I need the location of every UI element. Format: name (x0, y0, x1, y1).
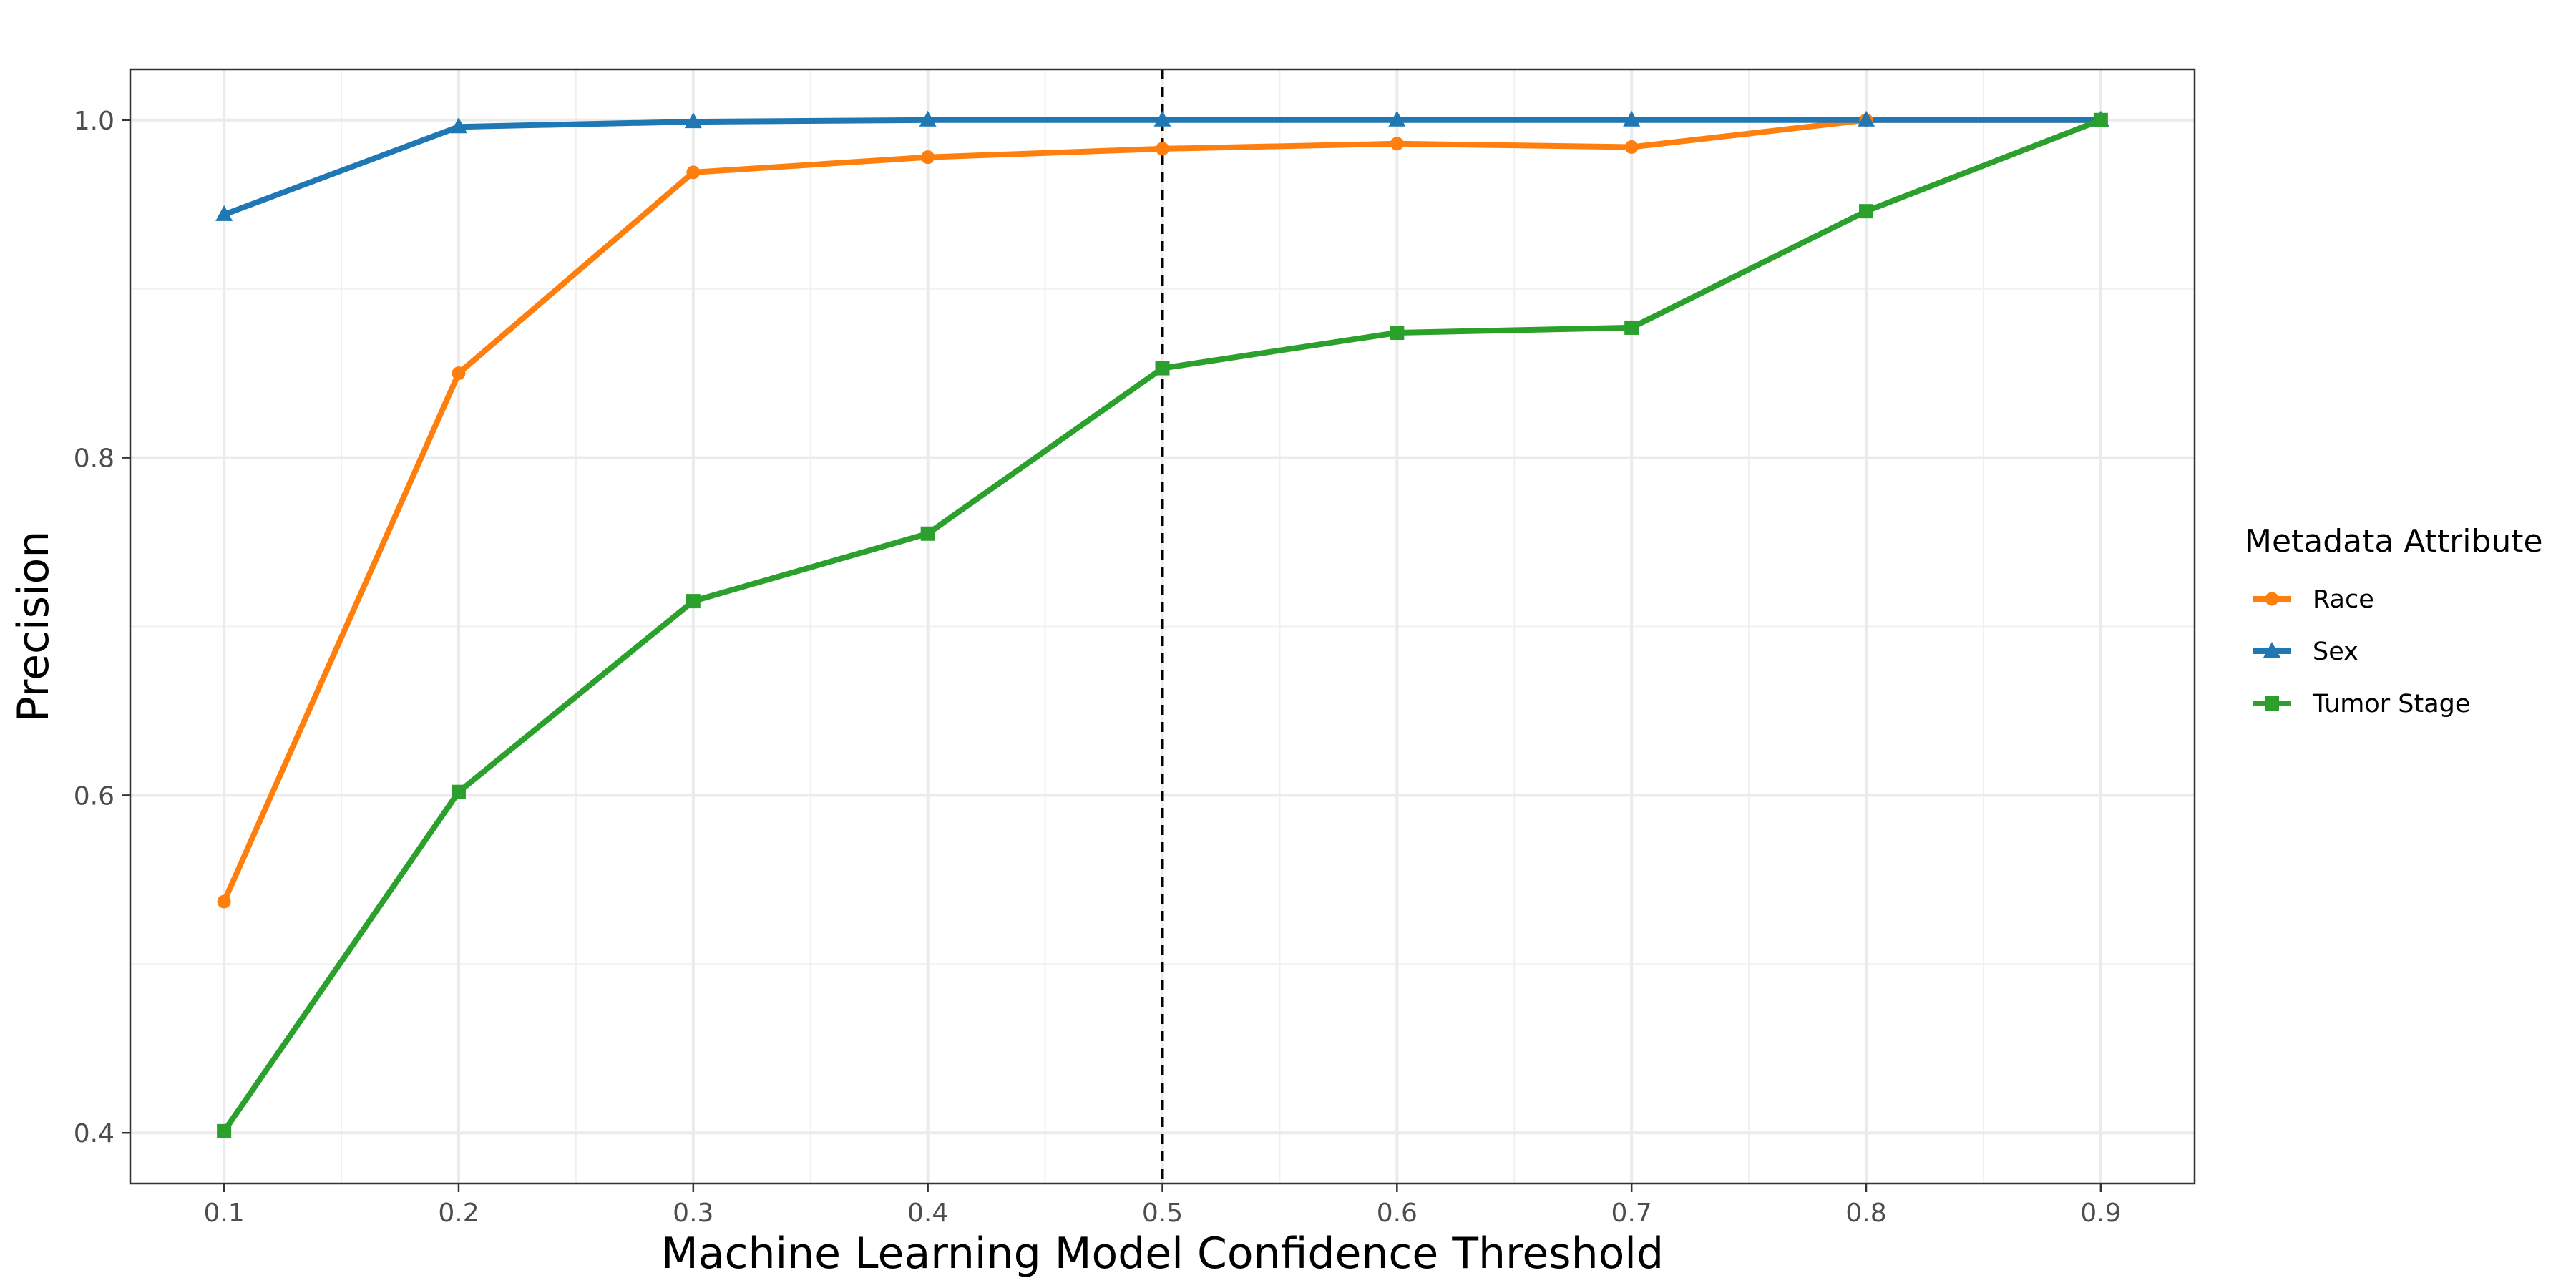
series-0-point (1156, 142, 1169, 156)
series-0-point (686, 165, 701, 180)
series-2-point (451, 784, 466, 799)
y-tick-label: 0.4 (74, 1119, 114, 1148)
legend-label: Race (2313, 585, 2374, 614)
legend-label: Sex (2313, 638, 2358, 666)
series-0-point (217, 894, 231, 909)
series-2-point (1390, 326, 1405, 341)
x-tick-label: 0.5 (1142, 1199, 1183, 1228)
series-2-point (1155, 361, 1170, 376)
x-tick-label: 0.7 (1611, 1199, 1652, 1228)
series-2-point (920, 526, 935, 541)
series-1-point (449, 117, 467, 134)
series-1-point (919, 110, 937, 127)
x-tick-label: 0.3 (673, 1199, 713, 1228)
series-1-point (1858, 110, 1875, 127)
series-0-point (921, 150, 935, 165)
legend: Metadata Attribute Race Sex Tumor Stage (2245, 523, 2543, 718)
series-2-point (686, 594, 701, 609)
x-axis-title: Machine Learning Model Confidence Thresh… (661, 1229, 1664, 1279)
x-tick-label: 0.8 (1845, 1199, 1886, 1228)
legend-key-marker (2265, 696, 2279, 711)
y-axis-title: Precision (9, 531, 59, 723)
series-2-point (1859, 204, 1874, 219)
series-0-point (1624, 140, 1639, 155)
x-tick-label: 0.6 (1377, 1199, 1418, 1228)
major-gridlines (130, 69, 2195, 1184)
series-0-point (452, 366, 466, 381)
y-tick-label: 1.0 (74, 107, 114, 136)
series-1-point (215, 205, 233, 221)
series-1-point (1623, 110, 1641, 127)
series-2-point (2093, 112, 2108, 127)
legend-label: Tumor Stage (2312, 690, 2470, 718)
y-axis-ticks: 0.4 0.6 0.8 1.0 (74, 107, 130, 1148)
series-1-point (1153, 110, 1171, 127)
legend-key-marker (2265, 592, 2279, 606)
x-axis-ticks: 0.1 0.2 0.3 0.4 0.5 0.6 0.7 0.8 0.9 (204, 1184, 2121, 1228)
x-tick-label: 0.9 (2080, 1199, 2121, 1228)
y-tick-label: 0.6 (74, 781, 114, 811)
series-1-point (684, 112, 702, 129)
series-2-point (217, 1123, 232, 1138)
series-markers (215, 110, 2109, 1138)
legend-title: Metadata Attribute (2245, 523, 2543, 560)
series-2-point (1624, 320, 1639, 335)
x-tick-label: 0.4 (907, 1199, 948, 1228)
series-0-point (1390, 137, 1404, 151)
legend-key-marker (2263, 642, 2280, 658)
x-tick-label: 0.1 (204, 1199, 245, 1228)
y-tick-label: 0.8 (74, 444, 114, 474)
x-tick-label: 0.2 (438, 1199, 479, 1228)
series-1-point (1388, 110, 1406, 127)
